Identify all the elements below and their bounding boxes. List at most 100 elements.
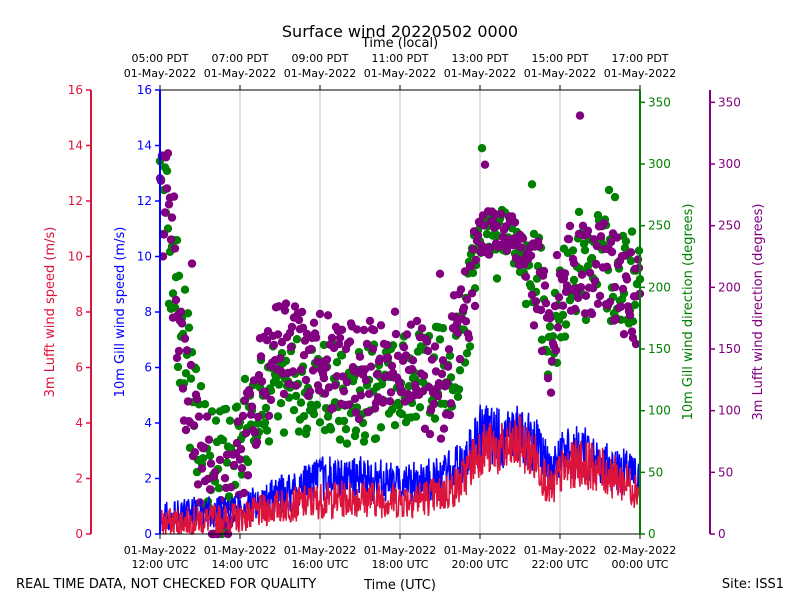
direction-point (626, 248, 636, 257)
direction-point (429, 399, 439, 409)
lufft-speed-axis-tick-label: 16 (68, 83, 83, 97)
top-tick-date: 01-May-2022 (364, 67, 436, 80)
lufft-speed-axis-tick-label: 2 (75, 472, 83, 486)
top-tick-time: 13:00 PDT (451, 52, 508, 65)
bottom-tick-time: 00:00 UTC (611, 558, 668, 571)
direction-point (610, 282, 620, 292)
direction-point (552, 250, 562, 260)
series-3m-lufft-wind-direction (155, 111, 645, 539)
direction-point (577, 270, 587, 279)
top-tick-date: 01-May-2022 (604, 67, 676, 80)
top-tick-date: 01-May-2022 (204, 67, 276, 80)
direction-point (352, 325, 362, 334)
direction-point (232, 402, 242, 411)
direction-point (616, 302, 626, 311)
direction-point (551, 346, 561, 355)
direction-point (187, 259, 197, 268)
direction-point (363, 408, 373, 417)
direction-point (545, 322, 555, 331)
direction-point (207, 407, 217, 416)
direction-point (590, 277, 600, 286)
direction-point (490, 209, 500, 219)
direction-point (274, 380, 284, 389)
direction-point (456, 285, 466, 294)
direction-point (385, 397, 395, 406)
direction-point (568, 246, 578, 255)
direction-point (170, 244, 180, 253)
direction-point (570, 304, 580, 314)
direction-point (319, 373, 329, 383)
direction-point (337, 325, 347, 334)
direction-point (467, 289, 477, 298)
direction-point (485, 243, 495, 253)
direction-point (260, 418, 270, 427)
top-axis-label: Time (local) (361, 36, 438, 51)
lufft-speed-axis-tick-label: 14 (68, 139, 83, 153)
direction-point (344, 400, 354, 409)
gill-speed-axis-tick-label: 0 (144, 527, 152, 541)
direction-point (297, 307, 307, 317)
direction-point (460, 267, 470, 276)
direction-point (253, 412, 263, 422)
direction-point (391, 329, 401, 339)
direction-point (294, 427, 304, 436)
direction-point (390, 307, 400, 316)
direction-point (443, 362, 453, 371)
direction-point (290, 302, 300, 311)
direction-point (233, 417, 243, 426)
gill-speed-axis-tick-label: 6 (144, 361, 152, 375)
direction-point (621, 237, 631, 246)
direction-point (383, 353, 393, 362)
direction-point (337, 351, 347, 360)
direction-point (402, 330, 412, 339)
direction-point (361, 376, 371, 385)
direction-point (604, 185, 614, 195)
direction-point (351, 426, 361, 435)
direction-point (589, 235, 599, 244)
bottom-tick-time: 12:00 UTC (131, 558, 188, 571)
direction-point (569, 259, 579, 268)
direction-point (168, 289, 178, 298)
series-3m-lufft-wind-speed (159, 414, 641, 536)
direction-point (430, 414, 440, 423)
direction-point (526, 282, 536, 291)
direction-point (327, 333, 337, 343)
direction-point (199, 443, 209, 452)
direction-point (550, 301, 560, 311)
direction-point (281, 299, 291, 308)
direction-point (205, 485, 215, 494)
direction-point (631, 339, 641, 349)
direction-point (419, 371, 429, 380)
bottom-tick-time: 20:00 UTC (451, 558, 508, 571)
direction-point (226, 483, 236, 492)
direction-point (225, 416, 235, 425)
direction-point (492, 221, 502, 231)
direction-point (565, 221, 575, 231)
gill-speed-axis-tick-label: 4 (144, 416, 152, 430)
direction-point (610, 192, 620, 202)
direction-point (445, 410, 455, 420)
lufft-speed-axis-tick-label: 10 (68, 250, 83, 264)
gill-dir-axis-label: 10m Gill wind direction (degrees) (681, 204, 696, 421)
lufft-speed-axis-tick-label: 8 (75, 305, 83, 319)
direction-point (335, 333, 345, 343)
gill-dir-axis-tick-label: 150 (648, 342, 671, 356)
direction-point (198, 454, 208, 463)
direction-point (243, 457, 253, 467)
lufft-speed-axis-tick-label: 0 (75, 527, 83, 541)
gill-dir-axis-tick-label: 0 (648, 527, 656, 541)
direction-point (417, 324, 427, 333)
direction-point (536, 305, 546, 315)
direction-point (240, 396, 250, 405)
direction-point (296, 365, 306, 374)
direction-point (518, 234, 528, 243)
lufft-dir-axis-tick-label: 200 (718, 280, 741, 294)
bottom-tick-date: 01-May-2022 (524, 544, 596, 557)
direction-point (444, 345, 454, 354)
direction-point (180, 334, 190, 343)
direction-point (174, 346, 184, 356)
direction-point (521, 272, 531, 281)
direction-point (545, 314, 555, 323)
direction-point (171, 295, 181, 305)
